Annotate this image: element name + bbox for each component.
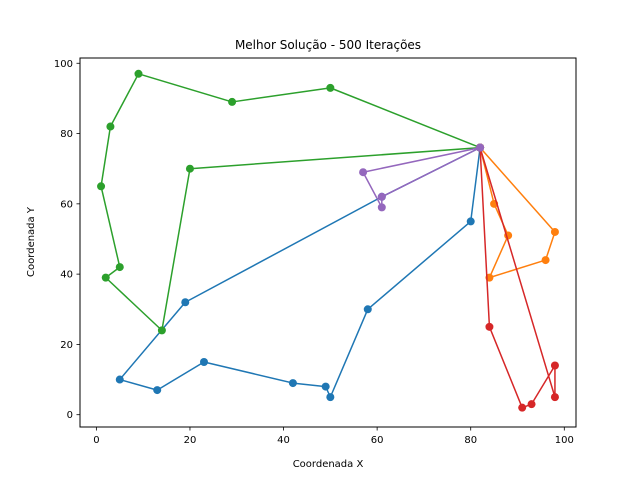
x-tick-label: 40 (277, 435, 290, 446)
series-1-line (119, 146, 481, 398)
y-tick-label: 40 (60, 270, 73, 281)
series-5 (359, 143, 485, 212)
y-tick-label: 0 (67, 410, 73, 421)
y-tick-label: 80 (60, 129, 73, 140)
series-layer (97, 69, 559, 412)
series-3-point-4 (134, 69, 143, 78)
y-tick-label: 60 (60, 199, 73, 210)
series-4-point-2 (485, 322, 494, 331)
series-1-point-2 (466, 217, 475, 226)
series-1-point-3 (363, 305, 372, 314)
series-1-point-8 (153, 386, 162, 395)
series-3-point-9 (157, 326, 166, 335)
x-tick-label: 80 (464, 435, 477, 446)
y-tick-label: 20 (60, 340, 73, 351)
x-tick-label: 60 (371, 435, 384, 446)
series-5-point-3 (377, 203, 386, 212)
x-tick-label: 20 (184, 435, 197, 446)
series-3 (97, 69, 485, 335)
series-1-point-6 (288, 379, 297, 388)
series-3-point-7 (115, 263, 124, 272)
series-3-point-6 (97, 182, 106, 191)
series-1-point-7 (200, 357, 208, 366)
y-axis-label: Coordenada Y (26, 206, 37, 277)
series-1-point-4 (326, 393, 335, 402)
series-5-point-2 (359, 168, 368, 177)
series-4-point-3 (518, 403, 527, 412)
series-3-point-8 (101, 273, 110, 282)
series-4-point-5 (550, 361, 559, 370)
x-axis-label: Coordenada X (293, 459, 364, 470)
series-1-point-9 (115, 375, 124, 384)
chart-title: Melhor Solução - 500 Iterações (235, 38, 421, 52)
y-axis: 0 20 40 60 80 100 (54, 59, 80, 421)
series-3-point-3 (228, 97, 237, 106)
x-tick-label: 100 (555, 435, 574, 446)
series-2-point-5 (541, 256, 550, 265)
series-1-point-10 (181, 298, 190, 307)
series-3-point-5 (106, 122, 115, 131)
series-3-point-10 (185, 164, 194, 173)
series-4-point-4 (527, 400, 536, 409)
series-4-point-6 (550, 393, 559, 402)
plot-frame (79, 57, 577, 428)
series-5-point-5 (476, 143, 485, 152)
series-2-point-6 (550, 227, 559, 236)
x-axis: 0 20 40 60 80 100 (93, 427, 574, 446)
series-1-point-5 (321, 382, 330, 391)
y-tick-label: 100 (54, 59, 73, 70)
series-5-point-4 (377, 192, 386, 201)
x-tick-label: 0 (93, 435, 99, 446)
series-3-point-2 (326, 83, 335, 92)
series-1 (115, 143, 485, 402)
